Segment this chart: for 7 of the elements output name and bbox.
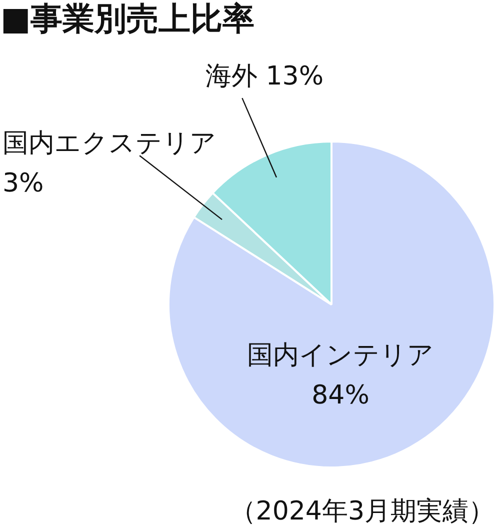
data-label: 84% xyxy=(312,380,370,410)
data-label: 3% xyxy=(2,168,44,198)
slice-label: 海外 13% xyxy=(206,62,324,92)
slice-label: 国内インテリア xyxy=(247,340,434,370)
text: （2024年3月期実績） xyxy=(230,496,495,526)
chart-title: ■事業別売上比率 xyxy=(0,0,255,38)
slice-label: 国内エクステリア xyxy=(2,128,216,158)
